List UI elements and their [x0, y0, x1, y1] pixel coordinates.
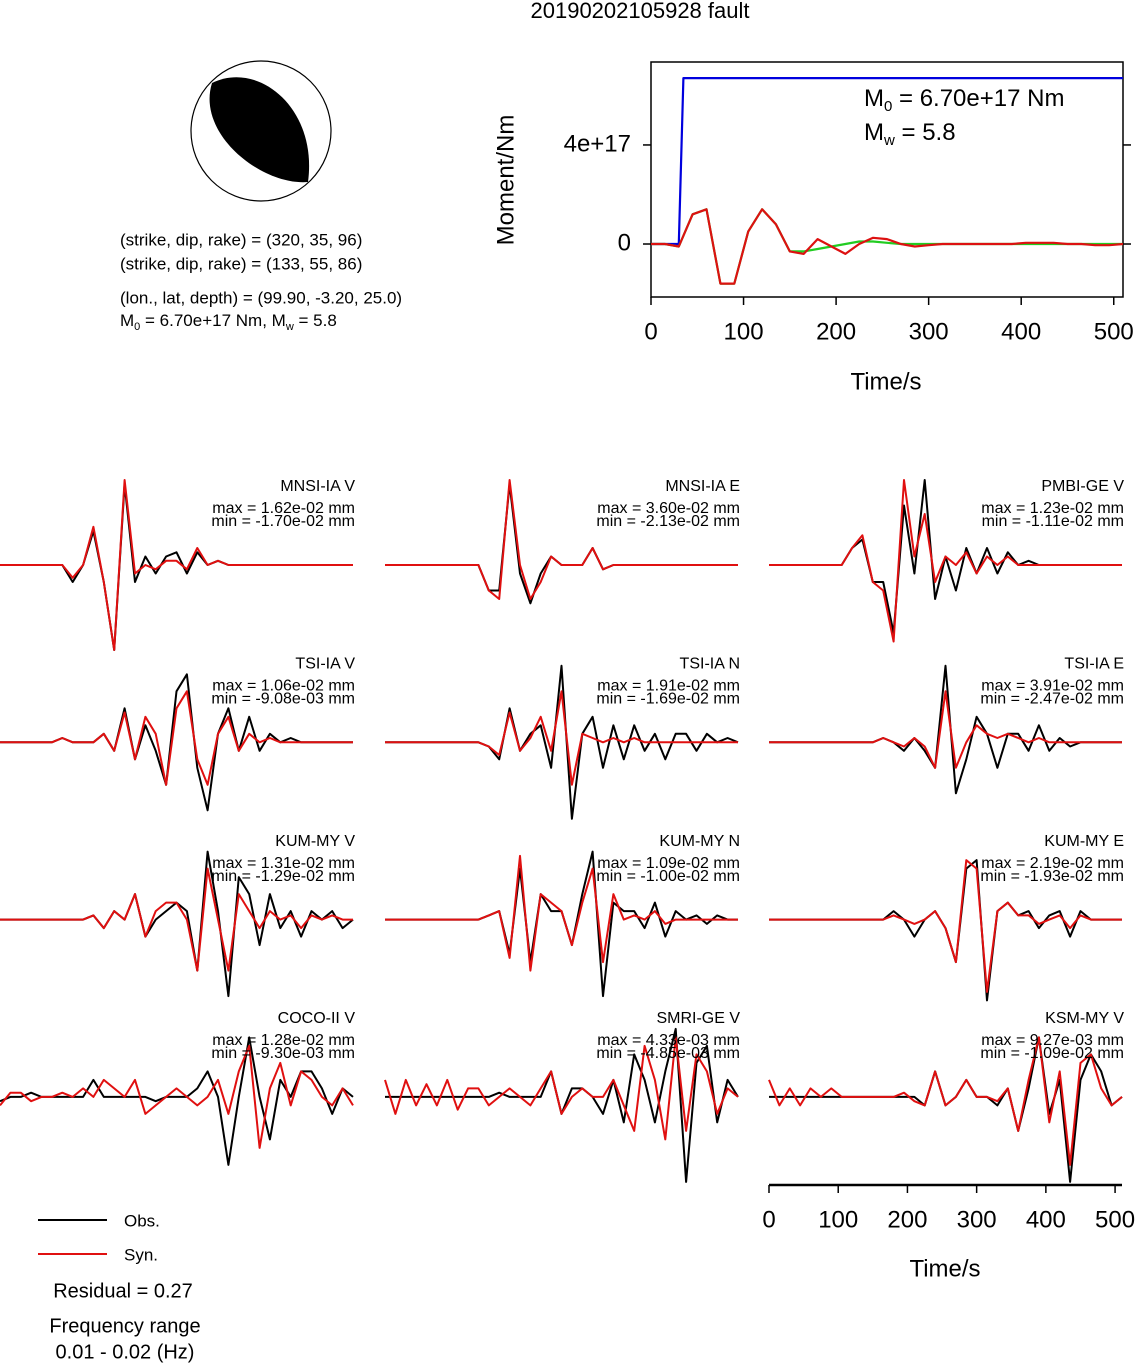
x-tick-label: 300 [909, 318, 949, 345]
mw-text: = 5.8 [294, 311, 337, 330]
m0-text: = 6.70e+17 Nm, M [140, 311, 286, 330]
trace-syn [0, 479, 353, 651]
x-tick-label: 300 [957, 1206, 997, 1233]
plot-frame [650, 61, 1124, 298]
station-label: KUM-MY V [275, 833, 355, 850]
m0-rest: = 6.70e+17 Nm [892, 85, 1064, 112]
min-label: min = -4.85e-03 mm [596, 1045, 740, 1062]
station-label: KSM-MY V [1045, 1010, 1124, 1027]
y-tick-label: 0 [618, 229, 631, 256]
max-label: max = 4.33e-03 mm [597, 1032, 740, 1049]
min-label: min = -1.69e-02 mm [596, 691, 740, 708]
station-label: MNSI-IA V [280, 478, 355, 495]
x-tick-label: 200 [887, 1206, 927, 1233]
max-label: max = 1.28e-02 mm [212, 1032, 355, 1049]
trace-syn [769, 859, 1122, 993]
beachball-compression [209, 77, 310, 183]
moment-line [651, 208, 1123, 285]
freq-title: Frequency range [49, 1315, 200, 1337]
freq-range: 0.01 - 0.02 (Hz) [56, 1341, 195, 1363]
max-label: max = 1.06e-02 mm [212, 678, 355, 695]
m0-main: M [864, 85, 884, 112]
min-label: min = -1.09e-02 mm [980, 1045, 1124, 1062]
station-label: SMRI-GE V [656, 1010, 740, 1027]
location: (lon., lat, depth) = (99.90, -3.20, 25.0… [120, 288, 402, 307]
x-axis-label: Time/s [909, 1255, 980, 1282]
station-label: KUM-MY N [659, 833, 740, 850]
mw-sub: w [285, 321, 294, 333]
annotation: M0 = 6.70e+17 Nm [864, 85, 1064, 115]
plane2: (strike, dip, rake) = (133, 55, 86) [120, 254, 362, 273]
y-axis-label: Moment/Nm [492, 115, 519, 246]
max-label: max = 1.91e-02 mm [597, 678, 740, 695]
station-label: TSI-IA E [1064, 656, 1124, 673]
moment-line [651, 208, 1124, 285]
y-tick-label: 4e+17 [564, 130, 631, 157]
plane1: (strike, dip, rake) = (320, 35, 96) [120, 230, 362, 249]
trace-syn [0, 1044, 354, 1149]
x-tick-label: 400 [1026, 1206, 1066, 1233]
min-label: min = -2.47e-02 mm [980, 691, 1124, 708]
min-label: min = -1.11e-02 mm [982, 513, 1124, 530]
trace-syn [385, 854, 738, 972]
max-label: max = 3.60e-02 mm [597, 500, 740, 517]
max-label: max = 1.23e-02 mm [981, 500, 1124, 517]
mw-sub: w [883, 132, 895, 149]
station-label: TSI-IA V [295, 656, 355, 673]
x-axis-label: Time/s [850, 368, 921, 395]
mw-main: M [864, 119, 884, 146]
m0-sub: 0 [134, 321, 140, 333]
trace-syn [769, 690, 1122, 769]
trace-obs [0, 1036, 354, 1166]
station-label: MNSI-IA E [665, 478, 740, 495]
m0-sub: 0 [884, 98, 892, 115]
mw-rest: = 5.8 [895, 119, 956, 146]
trace-syn [385, 479, 738, 600]
station-label: COCO-II V [278, 1010, 356, 1027]
trace-syn [0, 690, 353, 786]
trace-syn [0, 867, 353, 972]
station-label: TSI-IA N [680, 656, 740, 673]
residual: Residual = 0.27 [53, 1280, 193, 1302]
min-label: min = -1.70e-02 mm [211, 513, 355, 530]
max-label: max = 9.27e-03 mm [981, 1032, 1124, 1049]
x-tick-label: 200 [816, 318, 856, 345]
x-tick-label: 400 [1001, 318, 1041, 345]
trace-syn [769, 479, 1122, 643]
min-label: min = -9.08e-03 mm [211, 691, 355, 708]
m-text: M [120, 311, 134, 330]
trace-syn [384, 1036, 739, 1141]
max-label: max = 1.09e-02 mm [597, 855, 740, 872]
x-tick-label: 500 [1095, 1206, 1135, 1233]
title: 20190202105928 fault [531, 0, 750, 23]
max-label: max = 1.62e-02 mm [212, 500, 355, 517]
legend-label: Obs. [124, 1211, 160, 1230]
max-label: max = 1.31e-02 mm [212, 855, 355, 872]
x-tick-label: 100 [724, 318, 764, 345]
x-tick-label: 100 [818, 1206, 858, 1233]
x-tick-label: 500 [1094, 318, 1134, 345]
min-label: min = -1.00e-02 mm [596, 868, 740, 885]
trace-syn [768, 1036, 1123, 1166]
trace-syn [385, 690, 738, 786]
moment-summary: M0 = 6.70e+17 Nm, Mw = 5.8 [120, 311, 337, 332]
legend-label: Syn. [124, 1245, 158, 1264]
station-label: PMBI-GE V [1041, 478, 1124, 495]
station-label: KUM-MY E [1044, 833, 1124, 850]
x-tick-label: 0 [644, 318, 657, 345]
min-label: min = -1.29e-02 mm [211, 868, 355, 885]
max-label: max = 2.19e-02 mm [981, 855, 1124, 872]
annotation: Mw = 5.8 [864, 119, 956, 149]
min-label: min = -9.30e-03 mm [211, 1045, 355, 1062]
max-label: max = 3.91e-02 mm [981, 678, 1124, 695]
min-label: min = -1.93e-02 mm [980, 868, 1124, 885]
min-label: min = -2.13e-02 mm [596, 513, 740, 530]
x-tick-label: 0 [762, 1206, 775, 1233]
